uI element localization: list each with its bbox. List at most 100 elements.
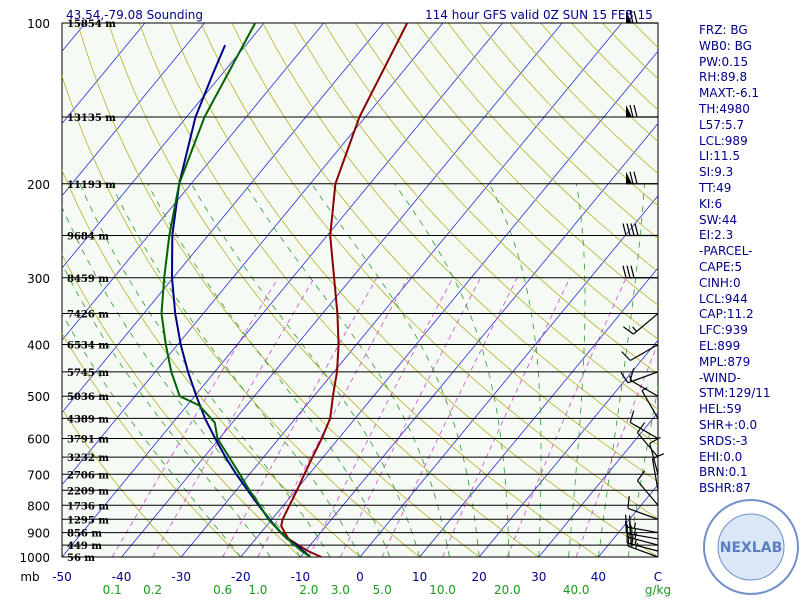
height-label: 2209 m: [67, 486, 109, 497]
pressure-label: 100: [27, 17, 50, 31]
temperature-tick: -40: [112, 570, 132, 584]
index-line: FRZ: BG: [699, 23, 748, 37]
dry-adiabat: [169, 23, 658, 557]
pressure-unit-label: mb: [20, 570, 39, 584]
isotherm: [62, 23, 325, 341]
wind-barb: [622, 265, 658, 279]
index-line: RH:89.8: [699, 70, 748, 85]
dry-adiabat: [77, 23, 480, 557]
wind-barb: [636, 422, 659, 458]
dry-adiabat: [293, 23, 658, 410]
temperature-tick: -50: [52, 570, 72, 584]
wind-barb-half-flag: [634, 532, 637, 540]
height-label: 8459 m: [67, 274, 109, 285]
wind-barb-flag: [633, 10, 638, 24]
wind-barb-flag: [630, 223, 635, 236]
index-line: HEL:59: [699, 402, 742, 417]
wind-barb-flag: [629, 171, 634, 184]
sounding-location: 43.54,-79.08 Sounding: [66, 8, 204, 22]
temperature-unit-label: C: [654, 570, 662, 584]
wind-barb-half-flag: [633, 522, 636, 529]
sounding-series: [160, 22, 409, 558]
pressure-label: 700: [27, 468, 50, 482]
wind-barb-flag: [633, 104, 638, 118]
index-line: TT:49: [699, 180, 732, 195]
wind-barb-flag: [636, 470, 646, 482]
index-line: KI:6: [699, 196, 723, 211]
wind-barb-flag: [623, 326, 634, 335]
mixing-ratio-tick: 3.0: [331, 583, 350, 597]
wind-barb: [626, 171, 658, 185]
temperature-tick: 30: [531, 570, 546, 584]
index-line: PW:0.15: [699, 54, 749, 69]
wind-barb: [636, 470, 659, 506]
wind-barb-flag: [626, 223, 631, 236]
pressure-label: 1000: [19, 551, 50, 565]
wind-barb-pennant: [626, 171, 632, 184]
wind-barb-flag: [652, 453, 664, 460]
height-label: 1736 m: [67, 501, 109, 512]
temperature-tick: 20: [472, 570, 487, 584]
wind-barb-staff: [636, 432, 659, 458]
wet_bulb-line: [160, 22, 312, 558]
isotherm: [180, 23, 623, 557]
index-line: -WIND-: [699, 370, 741, 385]
index-line: EL:899: [699, 338, 741, 353]
wind-barb: [623, 313, 659, 335]
isotherm: [538, 411, 658, 557]
temperature-tick: 0: [356, 570, 364, 584]
temperature-tick: -10: [291, 570, 311, 584]
wind-barb-staff: [626, 532, 659, 540]
height-label: 6534 m: [67, 341, 109, 352]
dry-adiabat: [138, 23, 600, 557]
wind-barb-flag: [633, 171, 638, 184]
wind-barb-staff: [629, 422, 659, 440]
wind-barb-flag: [627, 496, 630, 509]
pressure-label: 500: [27, 390, 50, 404]
index-line: -PARCEL-: [699, 244, 753, 259]
model-valid-time: 114 hour GFS valid 0Z SUN 15 FEB 15: [425, 8, 653, 22]
stability-indices-panel: FRZ: BG WB0: BG PW:0.15 RH:89.8 MAXT:-6.1 TH:…: [699, 23, 799, 497]
index-line: LI:11.5: [699, 149, 740, 164]
height-label: 4389 m: [67, 414, 109, 425]
index-line: EHI:0.0: [699, 449, 743, 464]
temperature-tick: 10: [412, 570, 427, 584]
height-label: 9684 m: [67, 231, 109, 242]
index-line: EI:2.3: [699, 228, 734, 243]
index-line: CINH:0: [699, 275, 741, 290]
wind-barb-flag: [631, 535, 634, 548]
plot-area: [61, 22, 659, 558]
mixing-ratio-tick: 0.6: [213, 583, 232, 597]
moist-adiabat: [62, 206, 301, 557]
wind-barb-staff: [629, 379, 659, 397]
wind-barb: [627, 496, 659, 520]
wind-barbs: [620, 10, 664, 558]
nexlab-logo: NEXLAB: [703, 499, 799, 595]
wind-barb-flag: [625, 514, 628, 528]
isotherm: [121, 23, 563, 557]
wind-barb-staff: [627, 371, 659, 384]
index-line: CAPE:5: [699, 259, 743, 274]
moist-adiabat: [568, 183, 586, 557]
isotherm: [240, 50, 658, 557]
wind-barb-flag: [629, 10, 634, 24]
height-label: 15854 m: [67, 19, 116, 30]
mixing-ratio-line: [575, 342, 658, 557]
height-label: 5745 m: [67, 368, 109, 379]
height-label: 13135 m: [67, 113, 116, 124]
index-line: MAXT:-6.1: [699, 86, 760, 101]
index-line: CAP:11.2: [699, 307, 754, 322]
index-line: SW:44: [699, 212, 738, 227]
wind-barb-half-flag: [629, 375, 633, 382]
wind-barb-staff: [626, 542, 659, 552]
pressure-label: 200: [27, 178, 50, 192]
mixing-ratio-line: [152, 277, 315, 557]
isotherm: [62, 23, 265, 269]
index-line: BSHR:87: [699, 481, 751, 496]
wind-barb-flag: [620, 372, 629, 384]
height-label: 1295 m: [67, 515, 109, 526]
height-label: 3232 m: [67, 453, 109, 464]
isotherm: [359, 195, 658, 557]
mixing-ratio-line: [111, 277, 279, 557]
